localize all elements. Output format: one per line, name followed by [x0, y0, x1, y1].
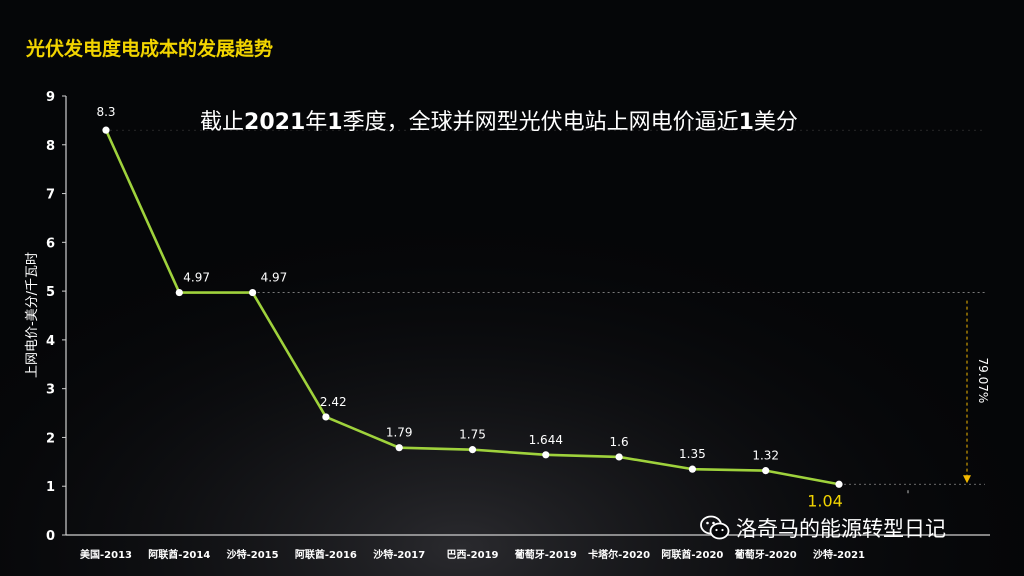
data-point: [468, 446, 477, 454]
y-tick-label: 1: [46, 480, 55, 495]
x-tick-label: 卡塔尔-2020: [588, 548, 650, 561]
data-label: 1.6: [610, 435, 629, 449]
subtitle-year: 2021: [244, 110, 306, 135]
data-label: 1.79: [386, 426, 413, 440]
data-point: [542, 451, 550, 459]
data-label: 1.32: [752, 449, 779, 463]
data-label: 8.3: [96, 105, 115, 119]
y-tick-label: 3: [46, 383, 55, 398]
x-tick-label: 阿联酋-2020: [661, 548, 723, 561]
data-point: [249, 288, 257, 297]
y-axis-label: 上网电价-美分/千瓦时: [25, 252, 40, 378]
chart-title: 光伏发电度电成本的发展趋势: [26, 38, 274, 60]
y-tick-label: 6: [46, 236, 55, 251]
data-point: [175, 288, 183, 297]
chart-subtitle: 截止2021年1季度，全球并网型光伏电站上网电价逼近1美分: [200, 104, 798, 136]
y-tick-label: 0: [46, 529, 55, 544]
data-label: 2.42: [320, 395, 347, 409]
y-tick-label: 2: [46, 431, 55, 446]
x-tick-label: 阿联酋-2014: [148, 548, 210, 561]
data-point: [395, 444, 403, 452]
x-tick-label: 沙特-2017: [373, 548, 425, 561]
axes: [65, 96, 990, 536]
y-tick-label: 5: [46, 285, 55, 300]
annotation-group: 79.07%: [963, 300, 990, 484]
y-tick-labels: 0 1 2 3 4 5 6 7 8 9: [46, 90, 66, 544]
data-point: [835, 480, 843, 488]
data-point: [615, 453, 623, 461]
x-tick-label: 沙特-2015: [227, 548, 279, 561]
x-tick-label: 巴西-2019: [447, 549, 499, 561]
data-label: 1.04: [807, 491, 843, 510]
data-points: [102, 126, 843, 488]
data-point: [688, 465, 697, 473]
watermark-text: 洛奇马的能源转型日记: [736, 517, 946, 541]
data-label: 4.97: [183, 271, 210, 285]
data-labels: 8.3 4.97 4.97 2.42 1.79 1.75 1.644 1.6 1.35 1.32 1…: [96, 105, 842, 510]
data-label: 1.644: [529, 433, 563, 447]
x-tick-label: 阿联酋-2016: [295, 548, 357, 561]
subtitle-text-3: 季度，全球并网型光伏电站上网电价逼近: [342, 110, 739, 135]
data-point: [762, 467, 770, 475]
reference-lines: [110, 129, 985, 494]
y-tick-label: 7: [46, 188, 55, 203]
subtitle-text-1: 截止: [200, 110, 245, 135]
data-point: [322, 413, 330, 421]
annotation-arrow-head: [963, 475, 971, 484]
x-tick-label: 葡萄牙-2020: [734, 548, 797, 561]
x-tick-label: 美国-2013: [80, 548, 132, 561]
subtitle-quarter: 1: [327, 110, 343, 135]
wechat-icon: [700, 515, 730, 540]
y-tick-label: 8: [46, 139, 55, 154]
y-tick-label: 4: [46, 334, 55, 349]
x-tick-label: 葡萄牙-2019: [514, 548, 577, 561]
data-label: 1.35: [679, 447, 706, 461]
subtitle-cent: 1: [738, 110, 754, 135]
y-tick-label: 9: [46, 90, 55, 105]
x-tick-labels: 美国-2013 阿联酋-2014 沙特-2015 阿联酋-2016 沙特-2017 巴西-…: [80, 548, 865, 561]
annotation-label: 79.07%: [976, 358, 990, 404]
subtitle-text-4: 美分: [753, 110, 798, 135]
data-point: [102, 126, 110, 134]
data-label: 4.97: [261, 271, 288, 285]
data-label: 1.75: [459, 428, 486, 442]
x-tick-label: 沙特-2021: [813, 548, 865, 561]
watermark: 洛奇马的能源转型日记: [700, 510, 946, 546]
subtitle-text-2: 年: [305, 110, 328, 135]
